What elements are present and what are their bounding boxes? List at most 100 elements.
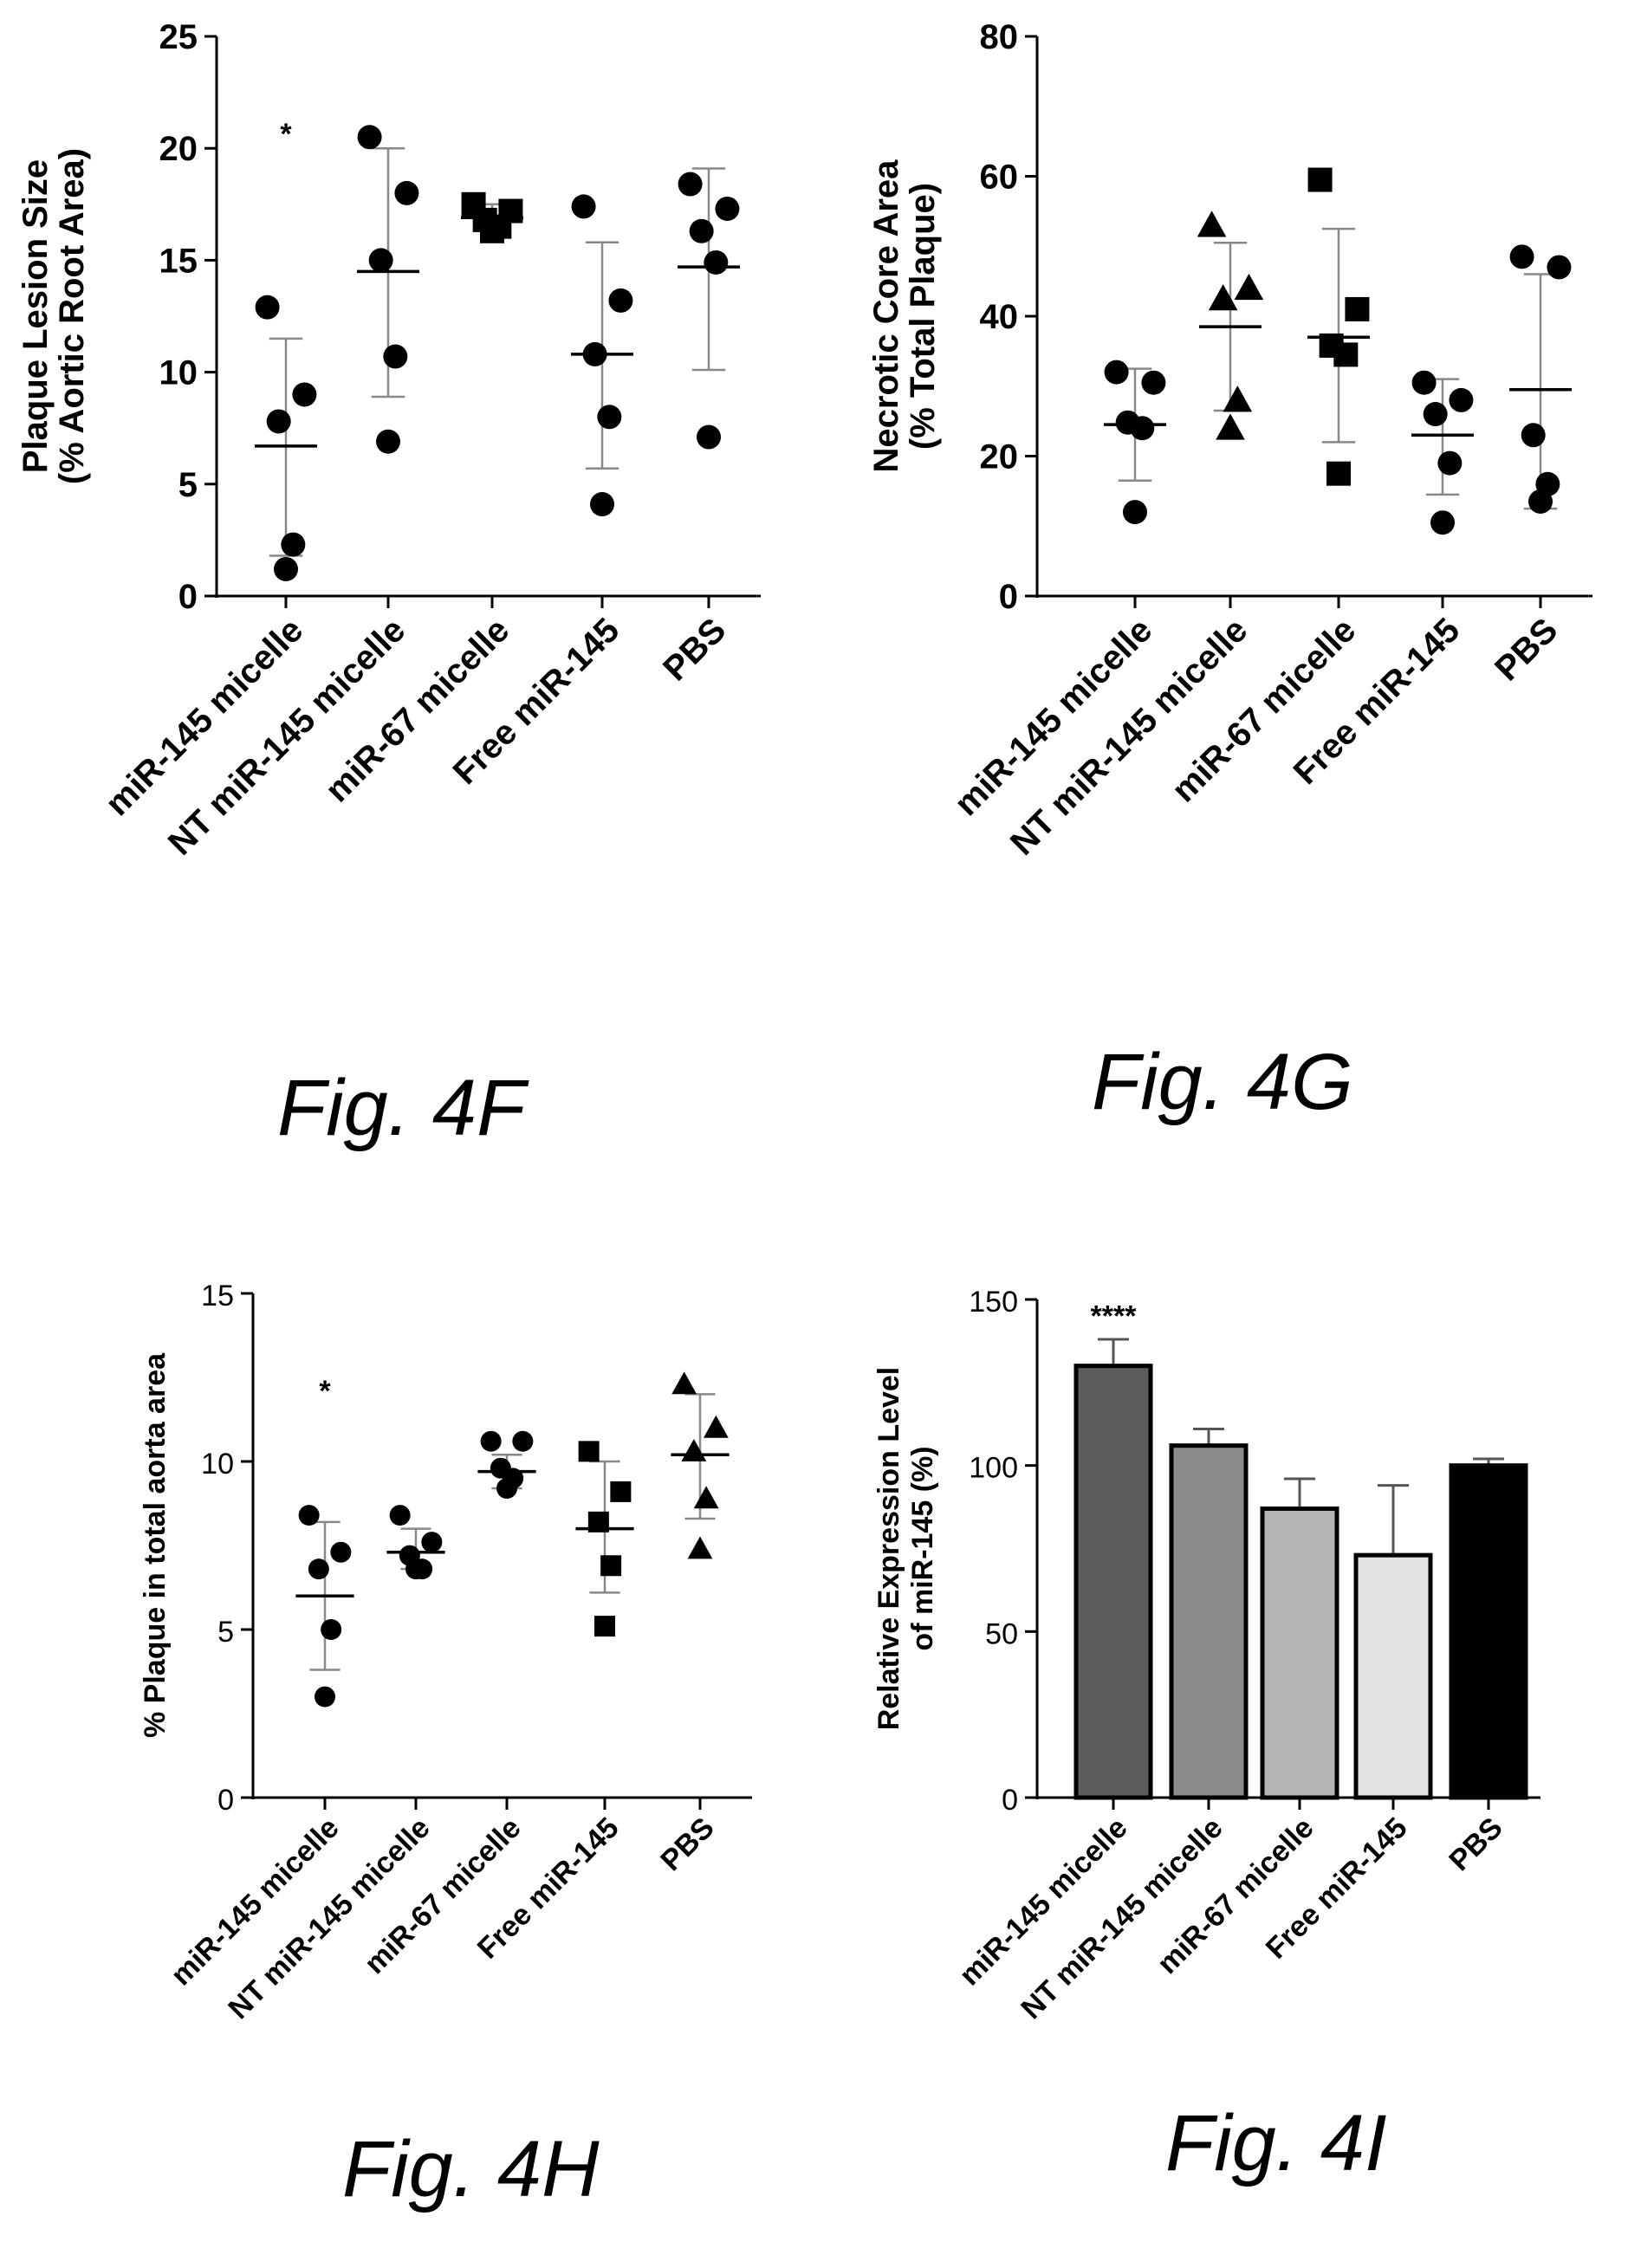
data-point-square [594,1616,615,1637]
data-point-square [600,1555,622,1577]
x-tick-label-mir-145-micelle: miR-145 micelle [953,1811,1134,1993]
y-tick-label: 80 [980,18,1019,56]
bar-mir-145-micelle [1073,1364,1153,1800]
data-point-circle [298,1505,320,1526]
data-point-square [1326,461,1351,486]
x-tick-label-pbs: PBS [656,611,733,688]
data-point-circle [496,1478,517,1500]
y-axis-label: Plaque Lesion Size [16,159,55,473]
data-point-circle [1411,370,1437,395]
bar-pbs [1449,1463,1528,1800]
data-point-circle [1509,244,1534,269]
data-point-triangle [1234,273,1264,301]
data-point-circle [1141,370,1166,395]
data-point-circle [315,1686,335,1707]
data-point-circle [1547,255,1572,280]
y-axis-label: % Plaque in total aorta area [139,1352,172,1738]
chart-relative-expression: 0 50 100 150 Relative Expression Level of miR… [872,1286,1540,2025]
x-tick-label-mir-67-micelle: miR-67 micelle [1164,611,1363,809]
chart-necrotic-core-area: 0 20 40 60 80 Necrotic Core Area(% Total Plaq… [867,18,1592,863]
y-tick-label: 0 [217,1784,234,1817]
data-point-circle [383,344,408,369]
data-point-square [480,218,504,243]
data-point-circle [689,218,714,243]
x-tick-label-pbs: PBS [1488,611,1565,688]
figure-caption-4g: Fig. 4G [1092,1038,1353,1126]
data-point-circle [1449,387,1474,412]
bar-mir-67-micelle [1260,1507,1339,1800]
data-point-circle [389,1505,411,1526]
data-point-triangle [1197,211,1227,237]
data-point-circle [274,556,298,581]
data-point-circle [292,382,317,407]
data-point-circle [1423,402,1448,427]
data-point-triangle [687,1536,713,1559]
data-point-circle [266,409,291,434]
y-axis-label: (% Aortic Root Area) [53,148,91,484]
data-point-circle [608,288,633,313]
data-point-circle [1130,416,1155,441]
x-tick-label-mir-67-micelle: miR-67 micelle [1151,1811,1320,1980]
data-point-circle [512,1430,534,1452]
x-tick-label-mir-67-micelle: miR-67 micelle [318,611,516,809]
data-point-square [1307,167,1333,192]
data-point-circle [704,249,729,275]
y-tick-label: 5 [217,1616,234,1649]
y-tick-label: 0 [178,578,198,616]
data-point-triangle [681,1438,707,1461]
y-axis-label: (% Total Plaque) [904,183,942,450]
y-axis-label: of miR-145 (%) [906,1446,939,1650]
significance-marker: **** [1091,1300,1138,1333]
figure-caption-4i: Fig. 4I [1165,2099,1387,2187]
y-tick-label: 5 [178,466,198,504]
data-point-circle [330,1541,352,1563]
data-point-square [1333,342,1359,367]
significance-marker: * [280,118,292,151]
data-point-circle [1104,360,1129,385]
data-point-triangle [1223,386,1253,412]
y-tick-label: 60 [980,159,1019,197]
data-point-circle [321,1619,342,1640]
data-point-circle [405,1558,426,1580]
x-tick-label-pbs: PBS [654,1811,720,1877]
significance-marker: * [319,1375,331,1408]
data-point-circle [368,248,393,273]
data-point-circle [590,492,614,517]
chart-plaque-total-aorta: 0 5 10 15 % Plaque in total aorta area miR-14… [139,1280,752,2025]
data-point-circle [715,196,740,221]
data-point-triangle [693,1486,719,1509]
data-point-circle [571,194,596,219]
data-point-circle [1430,510,1455,535]
x-tick-label-pbs: PBS [1443,1811,1508,1877]
figure-caption-4f: Fig. 4F [277,1064,529,1152]
data-point-triangle [703,1415,729,1438]
data-point-circle [376,429,400,454]
data-point-circle [480,1430,502,1452]
data-point-circle [697,424,721,450]
y-axis-label: Relative Expression Level [872,1367,905,1731]
y-tick-label: 150 [969,1286,1018,1319]
data-point-square [1345,296,1370,321]
data-point-triangle [671,1371,697,1395]
y-tick-label: 20 [159,130,198,168]
data-point-circle [1437,450,1463,476]
bar-free-mir-145 [1353,1552,1433,1800]
y-tick-label: 20 [980,438,1019,476]
data-point-circle [597,405,622,430]
data-point-circle [1521,423,1546,448]
y-tick-label: 40 [980,298,1019,336]
data-point-circle [394,180,419,205]
x-tick-label-mir-145-micelle: miR-145 micelle [165,1811,346,1993]
y-tick-label: 15 [201,1280,234,1312]
y-tick-label: 25 [159,18,198,56]
data-point-circle [357,125,382,150]
chart-plaque-lesion-size: 0 5 10 15 20 25 Plaque Lesion Size(% Aortic Ro… [16,18,761,863]
data-point-circle [1123,500,1147,525]
bar-nt-mir-145-micelle [1169,1443,1249,1800]
y-tick-label: 100 [969,1452,1018,1485]
data-point-circle [678,172,703,197]
y-tick-label: 50 [985,1617,1018,1650]
data-point-circle [1528,489,1553,514]
y-tick-label: 0 [999,578,1018,616]
